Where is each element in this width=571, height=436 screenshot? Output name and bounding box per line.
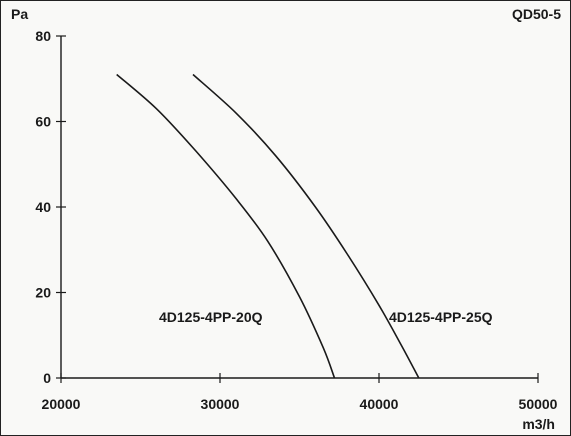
y-tick-label: 40 <box>35 199 51 215</box>
y-tick-label: 20 <box>35 285 51 301</box>
y-tick-label: 0 <box>43 370 51 386</box>
y-tick-label: 80 <box>35 28 51 44</box>
series-label-25q: 4D125-4PP-25Q <box>389 309 493 325</box>
x-tick-label: 20000 <box>42 396 81 412</box>
series-line-0 <box>116 73 336 379</box>
series-line-1 <box>192 73 420 379</box>
x-tick-label: 30000 <box>201 396 240 412</box>
x-tick-label: 50000 <box>519 396 558 412</box>
y-axis-label: Pa <box>11 6 28 22</box>
x-axis-label: m3/h <box>522 416 555 432</box>
y-tick-label: 60 <box>35 114 51 130</box>
series-label-20q: 4D125-4PP-20Q <box>159 309 263 325</box>
x-tick-label: 40000 <box>360 396 399 412</box>
chart-title: QD50-5 <box>512 6 561 22</box>
